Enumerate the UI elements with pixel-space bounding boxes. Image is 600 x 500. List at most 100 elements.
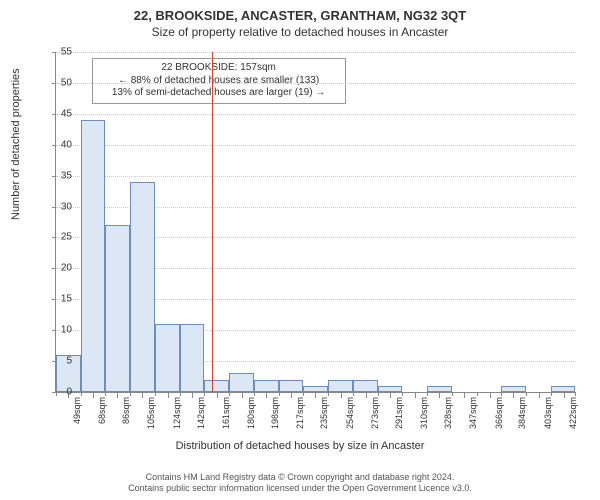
xtick-minor	[526, 392, 527, 396]
xtick-minor	[279, 392, 280, 396]
gridline	[56, 52, 576, 53]
xtick-label: 254sqm	[345, 397, 355, 431]
histogram-bar	[130, 182, 155, 392]
xtick-major	[93, 392, 94, 398]
xtick-major	[366, 392, 367, 398]
ytick-label: 50	[52, 77, 72, 88]
ytick-label: 10	[52, 325, 72, 336]
histogram-bar	[254, 380, 279, 392]
chart-plot-area: 22 BROOKSIDE: 157sqm ← 88% of detached h…	[55, 52, 576, 393]
annotation-line1: 22 BROOKSIDE: 157sqm	[99, 62, 339, 75]
xtick-label: 291sqm	[394, 397, 404, 431]
xtick-minor	[378, 392, 379, 396]
xtick-label: 422sqm	[568, 397, 578, 431]
histogram-bar	[204, 380, 229, 392]
ytick-label: 40	[52, 139, 72, 150]
xtick-minor	[105, 392, 106, 396]
xtick-label: 161sqm	[221, 397, 231, 431]
xtick-minor	[328, 392, 329, 396]
xtick-major	[242, 392, 243, 398]
xtick-minor	[130, 392, 131, 396]
xtick-label: 142sqm	[196, 397, 206, 431]
xtick-label: 49sqm	[72, 397, 82, 431]
histogram-bar	[155, 324, 180, 392]
xtick-label: 105sqm	[146, 397, 156, 431]
xtick-minor	[427, 392, 428, 396]
ytick-label: 45	[52, 108, 72, 119]
xtick-label: 366sqm	[494, 397, 504, 431]
y-axis-label: Number of detached properties	[10, 68, 22, 220]
ytick-label: 25	[52, 232, 72, 243]
xtick-major	[168, 392, 169, 398]
histogram-bar	[180, 324, 205, 392]
gridline	[56, 145, 576, 146]
xtick-minor	[402, 392, 403, 396]
xtick-major	[117, 392, 118, 398]
xtick-major	[142, 392, 143, 398]
xtick-label: 384sqm	[517, 397, 527, 431]
ytick-label: 35	[52, 170, 72, 181]
histogram-bar	[353, 380, 378, 392]
xtick-major	[439, 392, 440, 398]
xtick-label: 86sqm	[121, 397, 131, 431]
xtick-label: 347sqm	[468, 397, 478, 431]
xtick-major	[341, 392, 342, 398]
xtick-major	[415, 392, 416, 398]
chart-title-main: 22, BROOKSIDE, ANCASTER, GRANTHAM, NG32 …	[0, 0, 600, 23]
xtick-major	[464, 392, 465, 398]
xtick-minor	[353, 392, 354, 396]
annotation-line2: ← 88% of detached houses are smaller (13…	[99, 75, 339, 88]
ytick-label: 15	[52, 294, 72, 305]
ytick-label: 55	[52, 47, 72, 58]
footer-attribution: Contains HM Land Registry data © Crown c…	[0, 472, 600, 494]
xtick-minor	[254, 392, 255, 396]
ytick-label: 0	[52, 387, 72, 398]
xtick-label: 403sqm	[543, 397, 553, 431]
xtick-label: 217sqm	[295, 397, 305, 431]
xtick-minor	[575, 392, 576, 396]
histogram-bar	[81, 120, 106, 392]
x-axis-label: Distribution of detached houses by size …	[0, 440, 600, 452]
xtick-major	[315, 392, 316, 398]
xtick-minor	[452, 392, 453, 396]
reference-line	[212, 52, 213, 392]
xtick-major	[564, 392, 565, 398]
xtick-major	[490, 392, 491, 398]
xtick-label: 124sqm	[172, 397, 182, 431]
xtick-major	[513, 392, 514, 398]
ytick-label: 20	[52, 263, 72, 274]
histogram-bar	[328, 380, 353, 392]
xtick-major	[192, 392, 193, 398]
ytick-label: 5	[52, 356, 72, 367]
xtick-label: 235sqm	[319, 397, 329, 431]
histogram-bar	[279, 380, 304, 392]
gridline	[56, 83, 576, 84]
xtick-label: 310sqm	[419, 397, 429, 431]
xtick-minor	[204, 392, 205, 396]
gridline	[56, 176, 576, 177]
xtick-label: 68sqm	[97, 397, 107, 431]
xtick-minor	[229, 392, 230, 396]
histogram-bar	[105, 225, 130, 392]
xtick-major	[390, 392, 391, 398]
xtick-label: 198sqm	[270, 397, 280, 431]
xtick-major	[217, 392, 218, 398]
xtick-label: 180sqm	[246, 397, 256, 431]
xtick-minor	[155, 392, 156, 396]
footer-line2: Contains public sector information licen…	[0, 483, 600, 494]
xtick-label: 273sqm	[370, 397, 380, 431]
xtick-minor	[501, 392, 502, 396]
xtick-label: 328sqm	[443, 397, 453, 431]
histogram-bar	[229, 373, 254, 392]
xtick-minor	[551, 392, 552, 396]
xtick-minor	[81, 392, 82, 396]
annotation-line3: 13% of semi-detached houses are larger (…	[99, 87, 339, 100]
xtick-minor	[303, 392, 304, 396]
annotation-box: 22 BROOKSIDE: 157sqm ← 88% of detached h…	[92, 58, 346, 104]
xtick-major	[291, 392, 292, 398]
ytick-label: 30	[52, 201, 72, 212]
xtick-minor	[477, 392, 478, 396]
xtick-major	[266, 392, 267, 398]
xtick-major	[539, 392, 540, 398]
footer-line1: Contains HM Land Registry data © Crown c…	[0, 472, 600, 483]
